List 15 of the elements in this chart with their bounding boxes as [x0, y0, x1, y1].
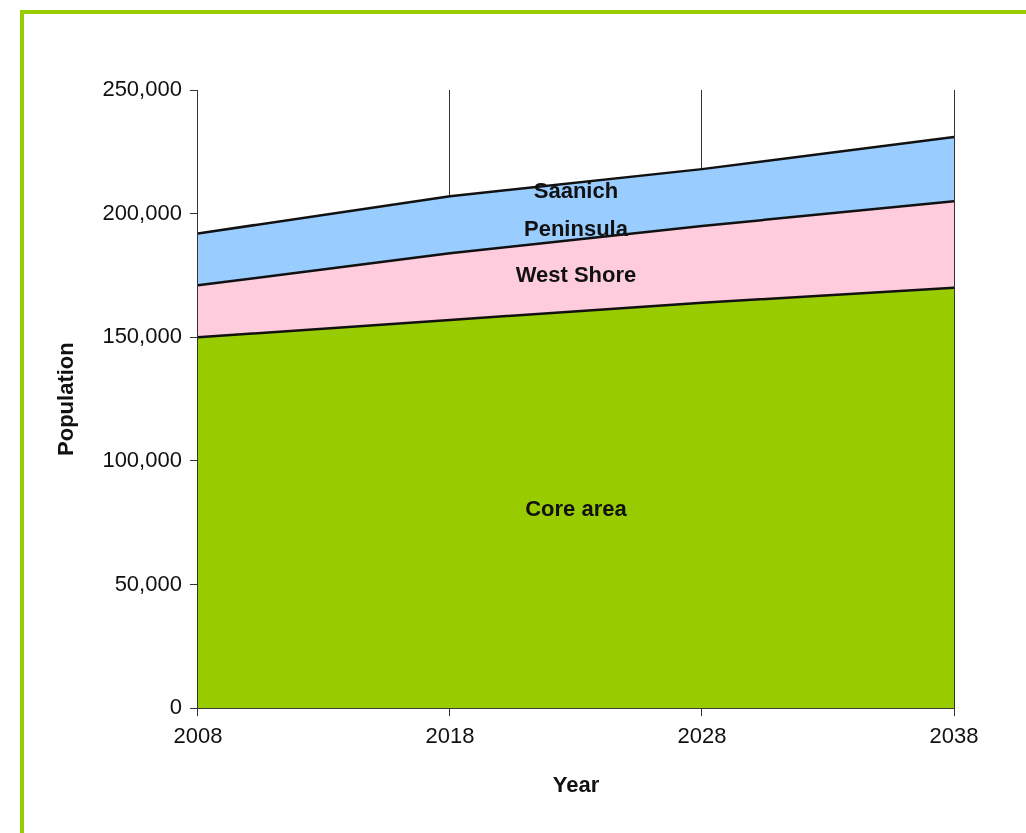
x-tick-label: 2028: [677, 723, 727, 749]
y-tick-label: 200,000: [102, 199, 182, 225]
y-axis-title: Population: [53, 342, 79, 456]
series-label: Saanich Peninsula: [524, 178, 629, 242]
y-tick-label: 250,000: [102, 76, 182, 102]
y-tick-label: 100,000: [102, 446, 182, 472]
x-tick-label: 2018: [425, 723, 475, 749]
y-tick-label: 50,000: [114, 570, 182, 596]
y-tick-label: 150,000: [102, 323, 182, 349]
x-tick-label: 2038: [929, 723, 979, 749]
series-label: Core area: [525, 495, 628, 521]
series-label: West Shore: [515, 261, 637, 287]
y-tick-label: 0: [169, 694, 182, 720]
x-tick-label: 2008: [173, 723, 223, 749]
x-axis-title: Year: [552, 771, 600, 797]
